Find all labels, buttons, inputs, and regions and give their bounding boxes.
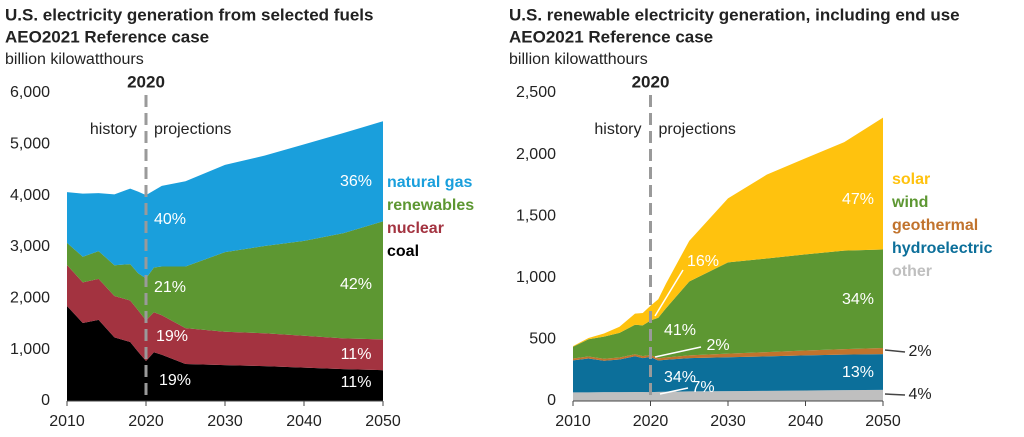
chart-subtitle: AEO2021 Reference case	[5, 27, 209, 46]
chart-title: U.S. renewable electricity generation, i…	[509, 5, 960, 24]
annotation: 42%	[340, 276, 372, 293]
leader	[884, 393, 906, 396]
legend-label: renewables	[387, 197, 474, 214]
marker-label: 2020	[632, 72, 670, 91]
history-label: history	[90, 121, 137, 138]
x-tick-label: 2050	[365, 413, 401, 430]
annotation: 11%	[341, 346, 372, 363]
area	[67, 264, 383, 371]
legend-label: solar	[892, 171, 930, 188]
area	[67, 306, 383, 401]
chart-title: U.S. electricity generation from selecte…	[5, 5, 373, 24]
annotation: 13%	[842, 364, 874, 381]
x-tick-label: 2040	[286, 413, 322, 430]
legend-label: wind	[891, 194, 928, 211]
x-tick-label: 2020	[633, 413, 669, 430]
y-tick-label: 500	[529, 331, 556, 348]
y-tick-label: 4,000	[10, 187, 50, 204]
y-tick-label: 3,000	[10, 238, 50, 255]
legend-label: hydroelectric	[892, 240, 993, 257]
annotation: 11%	[341, 374, 372, 391]
x-tick-label: 2050	[865, 413, 901, 430]
annotation: 34%	[842, 291, 874, 308]
leader	[884, 349, 906, 353]
x-tick-label: 2010	[49, 413, 85, 430]
annotation: 2%	[908, 343, 931, 360]
annotation: 47%	[842, 191, 874, 208]
leader	[659, 387, 689, 395]
y-tick-label: 1,000	[10, 341, 50, 358]
annotation: 21%	[154, 279, 186, 296]
legend-label: geothermal	[892, 217, 978, 234]
legend-label: nuclear	[387, 220, 444, 237]
y-tick-label: 1,500	[516, 207, 556, 224]
annotation: 40%	[154, 211, 186, 228]
area	[67, 221, 383, 340]
projections-label: projections	[659, 121, 736, 138]
y-tick-label: 2,000	[516, 146, 556, 163]
y-tick-label: 0	[41, 392, 50, 409]
legend-label: natural gas	[387, 174, 472, 191]
y-tick-label: 6,000	[10, 84, 50, 101]
leader	[654, 269, 684, 317]
y-axis-label: billion kilowatthours	[509, 51, 648, 68]
area	[573, 354, 883, 393]
x-tick-label: 2030	[710, 413, 746, 430]
annotation: 36%	[340, 173, 372, 190]
y-tick-label: 2,000	[10, 290, 50, 307]
y-tick-label: 2,500	[516, 84, 556, 101]
y-tick-label: 1,000	[516, 269, 556, 286]
annotation: 34%	[664, 369, 696, 386]
x-tick-label: 2040	[788, 413, 824, 430]
annotation: 19%	[156, 328, 188, 345]
history-label: history	[594, 121, 641, 138]
legend-label: coal	[387, 243, 419, 260]
y-tick-label: 5,000	[10, 136, 50, 153]
chart-subtitle: AEO2021 Reference case	[509, 27, 713, 46]
x-tick-label: 2010	[555, 413, 591, 430]
y-axis-label: billion kilowatthours	[5, 51, 144, 68]
area	[573, 117, 883, 347]
x-tick-label: 2020	[128, 413, 164, 430]
leader	[654, 346, 702, 358]
annotation: 2%	[706, 337, 729, 354]
annotation: 16%	[687, 253, 719, 270]
area	[573, 348, 883, 361]
marker-label: 2020	[127, 72, 165, 91]
y-tick-label: 0	[547, 392, 556, 409]
x-tick-label: 2030	[207, 413, 243, 430]
annotation: 41%	[664, 322, 696, 339]
annotation: 19%	[159, 372, 191, 389]
annotation: 4%	[908, 386, 931, 403]
projections-label: projections	[154, 121, 231, 138]
legend-label: other	[892, 263, 932, 280]
annotation: 7%	[691, 379, 714, 396]
